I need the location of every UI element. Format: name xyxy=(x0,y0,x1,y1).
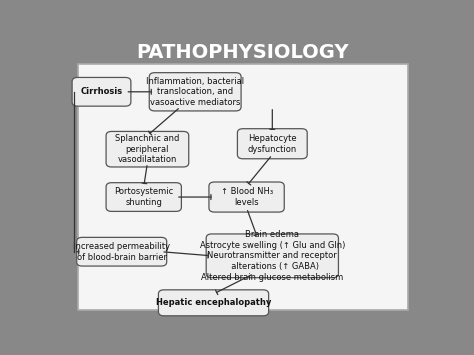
Text: Splanchnic and
peripheral
vasodilatation: Splanchnic and peripheral vasodilatation xyxy=(115,134,180,164)
Text: Increased permeability
of blood-brain barrier: Increased permeability of blood-brain ba… xyxy=(73,242,170,262)
FancyBboxPatch shape xyxy=(77,237,167,266)
Text: Brain edema
Astrocyte swelling (↑ Glu and Gln)
Neurotransmitter and receptor
  a: Brain edema Astrocyte swelling (↑ Glu an… xyxy=(200,230,345,282)
FancyBboxPatch shape xyxy=(149,73,241,111)
Text: Hepatocyte
dysfunction: Hepatocyte dysfunction xyxy=(248,134,297,154)
Text: Cirrhosis: Cirrhosis xyxy=(81,87,123,96)
FancyBboxPatch shape xyxy=(78,65,408,311)
Text: ↑ Blood NH₃
levels: ↑ Blood NH₃ levels xyxy=(220,187,273,207)
Text: Portosystemic
shunting: Portosystemic shunting xyxy=(114,187,173,207)
Text: Hepatic encephalopathy: Hepatic encephalopathy xyxy=(156,298,271,307)
FancyBboxPatch shape xyxy=(206,234,338,278)
Text: PATHOPHYSIOLOGY: PATHOPHYSIOLOGY xyxy=(137,43,349,62)
Text: Inflammation, bacterial
translocation, and
vasoactive mediators: Inflammation, bacterial translocation, a… xyxy=(146,77,244,107)
FancyBboxPatch shape xyxy=(72,77,131,106)
FancyBboxPatch shape xyxy=(237,129,307,159)
FancyBboxPatch shape xyxy=(209,182,284,212)
FancyBboxPatch shape xyxy=(158,290,269,316)
FancyBboxPatch shape xyxy=(106,183,182,211)
FancyBboxPatch shape xyxy=(106,131,189,167)
